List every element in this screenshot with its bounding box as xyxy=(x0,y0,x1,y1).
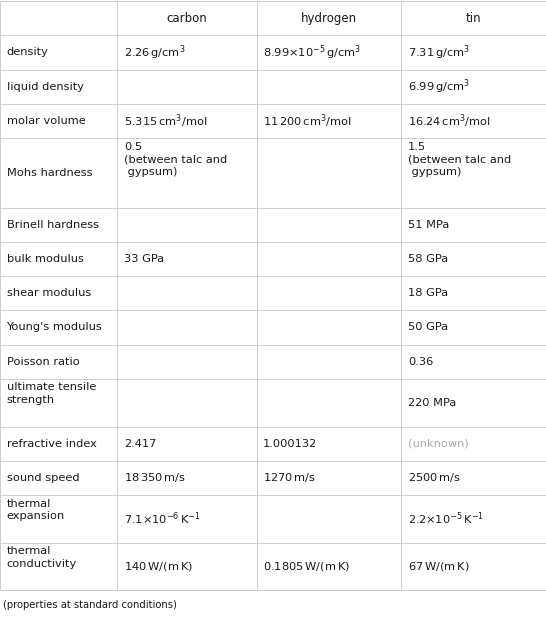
Text: $67\,\mathrm{W/(m\,K)}$: $67\,\mathrm{W/(m\,K)}$ xyxy=(408,560,470,573)
Text: 51 MPa: 51 MPa xyxy=(408,220,449,230)
Text: sound speed: sound speed xyxy=(7,473,79,482)
Text: $16.24\,\mathrm{cm^3/mol}$: $16.24\,\mathrm{cm^3/mol}$ xyxy=(408,112,490,130)
Text: refractive index: refractive index xyxy=(7,439,97,449)
Text: 0.5
(between talc and
 gypsum): 0.5 (between talc and gypsum) xyxy=(124,141,227,177)
Text: (unknown): (unknown) xyxy=(408,439,468,449)
Text: molar volume: molar volume xyxy=(7,116,85,126)
Text: $2500\,\mathrm{m/s}$: $2500\,\mathrm{m/s}$ xyxy=(408,471,461,484)
Text: $7.1{\times}10^{-6}\,\mathrm{K^{-1}}$: $7.1{\times}10^{-6}\,\mathrm{K^{-1}}$ xyxy=(124,510,200,527)
Text: $18\,350\,\mathrm{m/s}$: $18\,350\,\mathrm{m/s}$ xyxy=(124,471,186,484)
Text: Poisson ratio: Poisson ratio xyxy=(7,357,79,366)
Text: liquid density: liquid density xyxy=(7,81,84,92)
Text: carbon: carbon xyxy=(167,12,207,25)
Text: $2.26\,\mathrm{g/cm^3}$: $2.26\,\mathrm{g/cm^3}$ xyxy=(124,43,186,62)
Text: (properties at standard conditions): (properties at standard conditions) xyxy=(3,600,176,610)
Text: thermal
conductivity: thermal conductivity xyxy=(7,546,77,569)
Text: 50 GPa: 50 GPa xyxy=(408,323,448,333)
Text: $140\,\mathrm{W/(m\,K)}$: $140\,\mathrm{W/(m\,K)}$ xyxy=(124,560,193,573)
Text: $1270\,\mathrm{m/s}$: $1270\,\mathrm{m/s}$ xyxy=(263,471,316,484)
Text: 2.417: 2.417 xyxy=(124,439,156,449)
Text: Young's modulus: Young's modulus xyxy=(7,323,102,333)
Text: thermal
expansion: thermal expansion xyxy=(7,499,65,521)
Text: 1.5
(between talc and
 gypsum): 1.5 (between talc and gypsum) xyxy=(408,141,511,177)
Text: bulk modulus: bulk modulus xyxy=(7,254,84,264)
Text: $6.99\,\mathrm{g/cm^3}$: $6.99\,\mathrm{g/cm^3}$ xyxy=(408,77,470,96)
Text: Brinell hardness: Brinell hardness xyxy=(7,220,98,230)
Text: $0.1805\,\mathrm{W/(m\,K)}$: $0.1805\,\mathrm{W/(m\,K)}$ xyxy=(263,560,350,573)
Text: $7.31\,\mathrm{g/cm^3}$: $7.31\,\mathrm{g/cm^3}$ xyxy=(408,43,470,62)
Text: $2.2{\times}10^{-5}\,\mathrm{K^{-1}}$: $2.2{\times}10^{-5}\,\mathrm{K^{-1}}$ xyxy=(408,510,484,527)
Text: 18 GPa: 18 GPa xyxy=(408,288,448,298)
Text: ultimate tensile
strength: ultimate tensile strength xyxy=(7,383,96,405)
Text: 220 MPa: 220 MPa xyxy=(408,397,456,408)
Text: Mohs hardness: Mohs hardness xyxy=(7,168,92,178)
Text: $11\,200\,\mathrm{cm^3/mol}$: $11\,200\,\mathrm{cm^3/mol}$ xyxy=(263,112,352,130)
Text: 1.000132: 1.000132 xyxy=(263,439,317,449)
Text: shear modulus: shear modulus xyxy=(7,288,91,298)
Text: 33 GPa: 33 GPa xyxy=(124,254,164,264)
Text: hydrogen: hydrogen xyxy=(301,12,357,25)
Text: density: density xyxy=(7,48,49,57)
Text: tin: tin xyxy=(466,12,482,25)
Text: 0.36: 0.36 xyxy=(408,357,433,366)
Text: 58 GPa: 58 GPa xyxy=(408,254,448,264)
Text: $8.99{\times}10^{-5}\,\mathrm{g/cm^3}$: $8.99{\times}10^{-5}\,\mathrm{g/cm^3}$ xyxy=(263,43,361,62)
Text: $5.315\,\mathrm{cm^3/mol}$: $5.315\,\mathrm{cm^3/mol}$ xyxy=(124,112,207,130)
